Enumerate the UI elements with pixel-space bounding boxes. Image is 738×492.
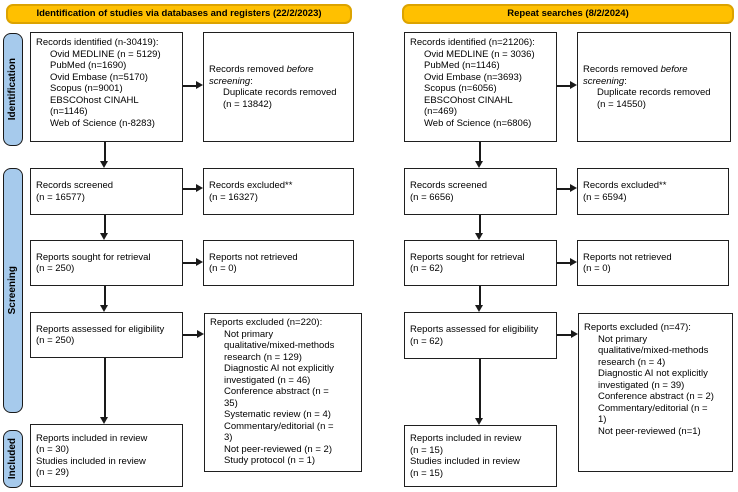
arrow-sought-to-assessed-left [100, 286, 108, 312]
box-reports-assessed-right: Reports assessed for eligibility (n = 62… [404, 312, 557, 359]
box-title: Records identified (n-30419): [36, 37, 159, 48]
text-segment: : [624, 75, 627, 87]
text-segment-italic: before screening [209, 64, 314, 87]
box-title: Reports excluded (n=220): [210, 317, 323, 328]
box-reports-excluded-left: Reports excluded (n=220): Not primary qu… [204, 313, 362, 472]
text-segment: Records removed [209, 64, 287, 75]
list-line: Commentary/editorial (n = 3) [224, 420, 334, 444]
arrow-screened-to-excluded-left [183, 184, 203, 192]
list-line: Not primary qualitative/mixed-methods re… [598, 333, 709, 368]
list-line: PubMed (n=1146) [424, 60, 500, 71]
header-repeat-searches: Repeat searches (8/2/2024) [402, 4, 734, 24]
box-title: Records removed before screening: [209, 64, 348, 87]
database-list: Ovid MEDLINE (n = 5129) PubMed (n=1690) Ov… [36, 49, 177, 130]
arrow-identified-to-removed-right [557, 81, 577, 89]
box-reports-assessed-left: Reports assessed for eligibility (n = 25… [30, 312, 183, 358]
box-reports-not-retrieved-right: Reports not retrieved (n = 0) [577, 240, 729, 286]
arrow-sought-to-not-retrieved-right [557, 258, 577, 266]
arrow-identified-to-removed-left [183, 81, 203, 89]
database-list: Ovid MEDLINE (n = 3036) PubMed (n=1146) Ov… [410, 49, 551, 130]
list-line: Conference abstract (n = 35) [224, 386, 329, 409]
box-records-removed-right: Records removed before screening: Duplic… [577, 32, 731, 142]
arrow-assessed-to-excluded-left [183, 330, 204, 338]
list-line: Web of Science (n=6806) [424, 117, 532, 129]
list-line: EBSCOhost CINAHL (n=469) [424, 94, 513, 118]
box-records-excluded-left: Records excluded** (n = 16327) [203, 168, 354, 215]
box-records-identified-left: Records identified (n-30419): Ovid MEDLI… [30, 32, 183, 142]
sidebar-included: Included [3, 430, 23, 488]
box-included-left: Reports included in review (n = 30) Stud… [30, 424, 183, 487]
list-line: Study protocol (n = 1) [224, 455, 316, 466]
arrow-identified-to-screened-right [475, 142, 483, 168]
box-reports-sought-left: Reports sought for retrieval (n = 250) [30, 240, 183, 286]
list-line: Ovid MEDLINE (n = 5129) [50, 48, 161, 60]
arrow-assessed-to-excluded-right [557, 330, 578, 338]
list-line: Scopus (n=6056) [424, 83, 497, 94]
removal-reason: Duplicate records removed (n = 13842) [223, 87, 337, 110]
list-line: Ovid Embase (n=3693) [424, 71, 522, 83]
box-records-screened-left: Records screened (n = 16577) [30, 168, 183, 215]
list-line: Not peer-reviewed (n=1) [598, 425, 701, 437]
arrow-assessed-to-included-right [475, 359, 483, 425]
arrow-assessed-to-included-left [100, 358, 108, 424]
box-reports-not-retrieved-left: Reports not retrieved (n = 0) [203, 240, 354, 286]
list-line: Conference abstract (n = 2) [598, 391, 714, 402]
box-title: Reports excluded (n=47): [584, 322, 691, 333]
header-databases-registers: Identification of studies via databases … [6, 4, 352, 24]
box-reports-excluded-right: Reports excluded (n=47): Not primary qua… [578, 313, 733, 472]
text-segment-italic: before screening [583, 64, 688, 87]
arrow-screened-to-excluded-right [557, 184, 577, 192]
arrow-screened-to-sought-left [100, 215, 108, 240]
text-segment: Records removed [583, 64, 661, 75]
sidebar-screening-label: Screening [7, 266, 19, 315]
list-line: Commentary/editorial (n = 1) [598, 402, 708, 426]
box-records-removed-left: Records removed before screening: Duplic… [203, 32, 354, 142]
box-included-right: Reports included in review (n = 15) Stud… [404, 425, 557, 487]
list-line: Diagnostic AI not explicitly investigate… [598, 368, 708, 391]
sidebar-identification-label: Identification [7, 58, 19, 121]
text-segment: : [250, 75, 253, 87]
list-line: Scopus (n=9001) [50, 83, 123, 94]
sidebar-included-label: Included [7, 438, 19, 480]
exclusion-reason-list: Not primary qualitative/mixed-methods re… [210, 329, 356, 467]
list-line: Ovid Embase (n=5170) [50, 71, 148, 83]
list-line: Ovid MEDLINE (n = 3036) [424, 48, 535, 60]
box-title: Records removed before screening: [583, 64, 725, 87]
sidebar-identification: Identification [3, 33, 23, 146]
list-line: EBSCOhost CINAHL (n=1146) [50, 94, 139, 118]
exclusion-reason-list: Not primary qualitative/mixed-methods re… [584, 334, 727, 438]
removal-reason: Duplicate records removed (n = 14550) [597, 87, 711, 110]
box-records-identified-right: Records identified (n=21206): Ovid MEDLI… [404, 32, 557, 142]
box-records-screened-right: Records screened (n = 6656) [404, 168, 557, 215]
list-line: Not peer-reviewed (n = 2) [224, 443, 332, 455]
arrow-screened-to-sought-right [475, 215, 483, 240]
arrow-sought-to-not-retrieved-left [183, 258, 203, 266]
list-line: Not primary qualitative/mixed-methods re… [224, 328, 335, 363]
arrow-sought-to-assessed-right [475, 286, 483, 312]
list-line: Web of Science (n-8283) [50, 117, 155, 129]
box-records-excluded-right: Records excluded** (n = 6594) [577, 168, 729, 215]
list-line: Diagnostic AI not explicitly investigate… [224, 363, 334, 386]
box-title: Records identified (n=21206): [410, 37, 535, 48]
box-reports-sought-right: Reports sought for retrieval (n = 62) [404, 240, 557, 286]
arrow-identified-to-screened-left [100, 142, 108, 168]
sidebar-screening: Screening [3, 168, 23, 413]
list-line: Systematic review (n = 4) [224, 409, 331, 420]
list-line: PubMed (n=1690) [50, 60, 127, 71]
